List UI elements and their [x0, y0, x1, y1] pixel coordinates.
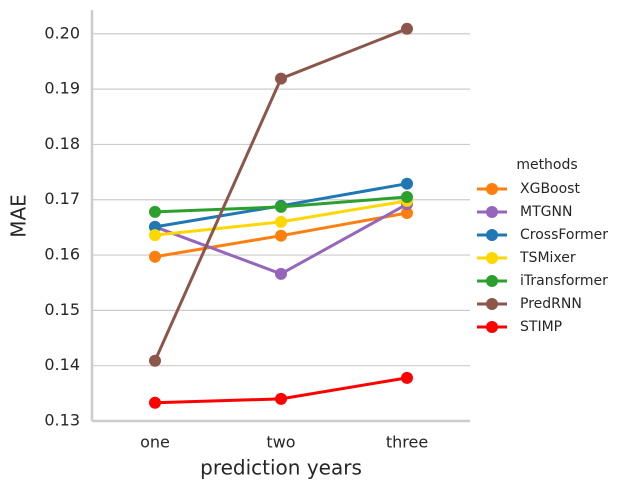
y-tick-label: 0.18: [44, 134, 80, 153]
point: [149, 229, 161, 242]
legend-label: XGBoost: [520, 181, 580, 197]
x-tick-label: three: [386, 433, 428, 452]
legend-marker: [486, 183, 498, 195]
y-axis-label: MAE: [7, 194, 31, 238]
point: [149, 396, 161, 409]
point: [401, 177, 413, 190]
point: [275, 72, 287, 85]
legend-marker: [486, 206, 498, 218]
y-tick-label: 0.17: [44, 189, 80, 208]
point: [401, 207, 413, 220]
y-tick-label: 0.13: [44, 411, 80, 430]
point: [149, 205, 161, 218]
y-tick-label: 0.15: [44, 300, 80, 319]
point: [275, 229, 287, 242]
point: [149, 220, 161, 233]
point: [275, 267, 287, 280]
point: [149, 354, 161, 367]
y-tick-label: 0.16: [44, 245, 80, 264]
point: [401, 371, 413, 384]
legend-marker: [486, 298, 498, 310]
point: [401, 22, 413, 35]
point: [275, 200, 287, 213]
point: [275, 392, 287, 405]
x-tick-label: one: [140, 433, 170, 452]
y-tick-label: 0.14: [44, 355, 80, 374]
x-tick-label: two: [266, 433, 295, 452]
legend-title: methods: [516, 157, 577, 173]
point: [401, 190, 413, 203]
point: [275, 215, 287, 228]
legend-label: iTransformer: [520, 273, 608, 289]
y-tick-label: 0.20: [44, 23, 80, 42]
y-tick-label: 0.19: [44, 79, 80, 98]
legend-marker: [486, 229, 498, 241]
legend-label: STIMP: [520, 319, 562, 335]
legend-marker: [486, 321, 498, 333]
legend-marker: [486, 275, 498, 287]
legend-label: PredRNN: [520, 296, 582, 312]
x-axis-label: prediction years: [200, 456, 362, 480]
point: [149, 250, 161, 263]
legend-label: TSMixer: [519, 250, 576, 266]
legend-marker: [486, 252, 498, 264]
legend-label: CrossFormer: [520, 227, 608, 243]
legend-label: MTGNN: [520, 204, 572, 220]
